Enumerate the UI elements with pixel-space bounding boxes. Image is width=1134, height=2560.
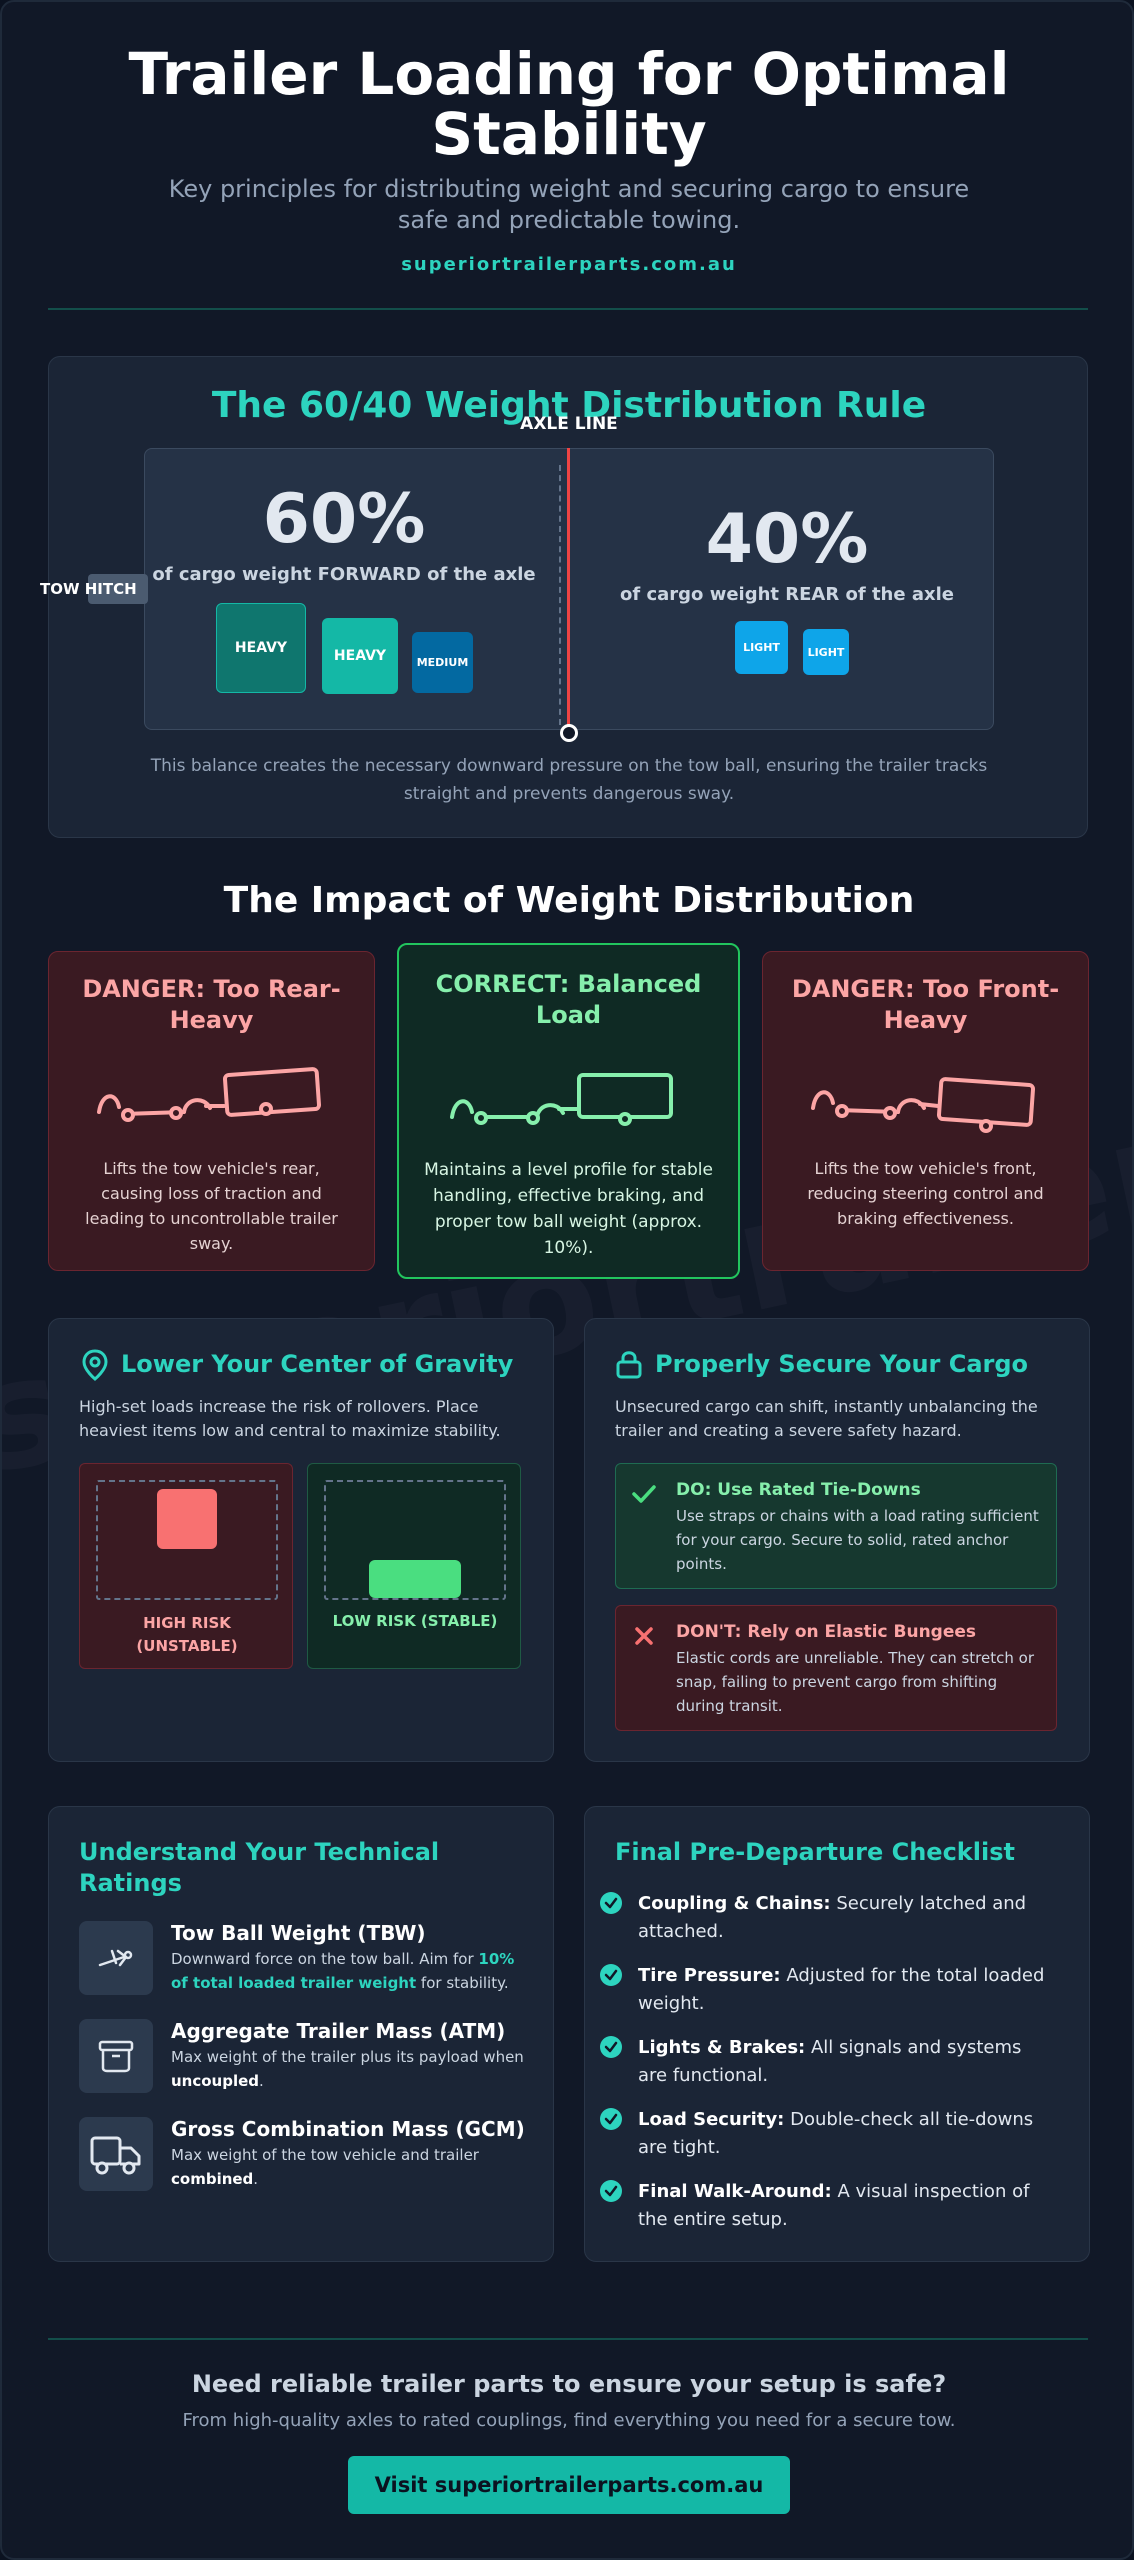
- check-circle-icon: [600, 2180, 622, 2202]
- secure-text: Unsecured cargo can shift, instantly unb…: [615, 1397, 1038, 1440]
- front-heavy-title: DANGER: Too Front-Heavy: [791, 975, 1060, 1034]
- tow-ball-icon: [98, 1949, 133, 1967]
- checklist-item: Final Walk-Around: A visual inspection o…: [600, 2178, 1050, 2238]
- checklist-item: Load Security: Double-check all tie-down…: [600, 2106, 1050, 2166]
- checklist-item: Tire Pressure: Adjusted for the total lo…: [600, 1962, 1050, 2022]
- checklist-card: Final Pre-Departure Checklist: [584, 1806, 1090, 2262]
- gravity-card: Lower Your Center of Gravity High-set lo…: [48, 1318, 554, 1762]
- front-heavy-text: Lifts the tow vehicle's front, reducing …: [807, 1159, 1044, 1228]
- do-text: Use straps or chains with a load rating …: [676, 1507, 1039, 1573]
- rear-heavy-text: Lifts the tow vehicle's rear, causing lo…: [85, 1159, 338, 1253]
- footer-title: Need reliable trailer parts to ensure yo…: [191, 2370, 947, 2398]
- footer-divider: [48, 2338, 1088, 2340]
- check-circle-icon: [600, 1964, 622, 1986]
- page-title: Trailer Loading for Optimal Stability: [128, 40, 1010, 168]
- rear-heavy-title: DANGER: Too Rear-Heavy: [82, 975, 341, 1034]
- heavy-box-2: HEAVY: [322, 618, 398, 694]
- gravity-title: Lower Your Center of Gravity: [121, 1350, 514, 1378]
- dont-text: Elastic cords are unreliable. They can s…: [676, 1649, 1035, 1715]
- tbw-text: Downward force on the tow ball. Aim for …: [171, 1950, 515, 1992]
- gravity-text: High-set loads increase the risk of roll…: [79, 1397, 501, 1440]
- front-heavy-trailer-icon: [811, 1077, 1036, 1133]
- balanced-trailer-icon: [450, 1073, 673, 1126]
- hitch-bar: [88, 574, 148, 604]
- check-circle-icon: [600, 1892, 622, 1914]
- do-title: DO: Use Rated Tie-Downs: [676, 1480, 921, 1500]
- gcm-title: Gross Combination Mass (GCM): [171, 2117, 525, 2141]
- check-icon: [632, 1485, 656, 1503]
- dont-title: DON'T: Rely on Elastic Bungees: [676, 1622, 977, 1642]
- cross-icon: [635, 1627, 653, 1645]
- location-pin-icon: [82, 1349, 108, 1381]
- truck-icon: [90, 2136, 141, 2175]
- divider: [48, 308, 1088, 310]
- gcm-tile: [79, 2117, 153, 2191]
- tbw-title: Tow Ball Weight (TBW): [171, 1921, 426, 1945]
- high-risk-label: HIGH RISK (UNSTABLE): [136, 1614, 238, 1655]
- high-risk-panel: HIGH RISK (UNSTABLE): [79, 1463, 293, 1669]
- low-risk-label: LOW RISK (STABLE): [332, 1612, 498, 1630]
- impact-title: The Impact of Weight Distribution: [223, 880, 915, 921]
- checklist-title: Final Pre-Departure Checklist: [615, 1838, 1015, 1866]
- weight-rule-title: The 60/40 Weight Distribution Rule: [211, 385, 927, 426]
- tow-hitch-label: TOW HITCH: [40, 580, 137, 598]
- page-subtitle: Key principles for distributing weight a…: [168, 175, 970, 234]
- ratings-title: Understand Your Technical Ratings: [79, 1838, 440, 1897]
- rear-percent: 40%: [705, 500, 869, 579]
- gcm-text: Max weight of the tow vehicle and traile…: [171, 2146, 479, 2188]
- rule-note: This balance creates the necessary downw…: [150, 756, 988, 804]
- rear-text: of cargo weight REAR of the axle: [620, 584, 954, 605]
- footer-text: From high-quality axles to rated couplin…: [182, 2410, 956, 2431]
- dont-panel: DON'T: Rely on Elastic Bungees Elastic c…: [615, 1605, 1057, 1731]
- high-risk-container: [96, 1480, 278, 1600]
- check-circle-icon: [600, 2108, 622, 2130]
- heavy-box-1: HEAVY: [216, 603, 306, 693]
- high-risk-load: [157, 1489, 217, 1549]
- light-box-2: LIGHT: [803, 629, 849, 675]
- secure-title: Properly Secure Your Cargo: [655, 1350, 1029, 1378]
- front-heavy-card: DANGER: Too Front-Heavy Lifts the tow ve…: [762, 951, 1089, 1271]
- checklist-item: Lights & Brakes: All signals and systems…: [600, 2034, 1050, 2094]
- checklist-item: Coupling & Chains: Securely latched and …: [600, 1890, 1050, 1950]
- secure-card: Properly Secure Your Cargo Unsecured car…: [584, 1318, 1090, 1762]
- tow-ball-tile: [79, 1921, 153, 1995]
- ratings-card: Understand Your Technical Ratings Tow Ba…: [48, 1806, 554, 2262]
- low-risk-panel: LOW RISK (STABLE): [307, 1463, 521, 1669]
- axle-line: [567, 448, 570, 726]
- balanced-card: CORRECT: Balanced Load Maintains a level…: [397, 943, 740, 1279]
- axle-line-label: AXLE LINE: [520, 414, 618, 434]
- balanced-text: Maintains a level profile for stable han…: [424, 1160, 713, 1258]
- forward-text: of cargo weight FORWARD of the axle: [152, 564, 536, 585]
- rear-heavy-trailer-icon: [97, 1067, 322, 1122]
- forward-percent: 60%: [262, 480, 426, 559]
- axle-dashed-line: [559, 465, 561, 725]
- medium-box: MEDIUM: [412, 632, 473, 693]
- do-panel: DO: Use Rated Tie-Downs Use straps or ch…: [615, 1463, 1057, 1589]
- atm-text: Max weight of the trailer plus its paylo…: [171, 2048, 524, 2090]
- atm-title: Aggregate Trailer Mass (ATM): [171, 2019, 506, 2043]
- low-risk-load: [369, 1560, 461, 1598]
- rear-heavy-card: DANGER: Too Rear-Heavy Lifts the tow veh…: [48, 951, 375, 1271]
- check-circle-icon: [600, 2036, 622, 2058]
- site-url: superiortrailerparts.com.au: [401, 254, 737, 275]
- light-box-1: LIGHT: [735, 621, 788, 674]
- balanced-title: CORRECT: Balanced Load: [435, 970, 702, 1029]
- visit-site-button[interactable]: Visit superiortrailerparts.com.au: [348, 2456, 790, 2514]
- archive-box-icon: [98, 2040, 134, 2073]
- lock-icon: [616, 1351, 642, 1379]
- atm-tile: [79, 2019, 153, 2093]
- low-risk-container: [324, 1480, 506, 1600]
- axle-wheel: [560, 724, 578, 742]
